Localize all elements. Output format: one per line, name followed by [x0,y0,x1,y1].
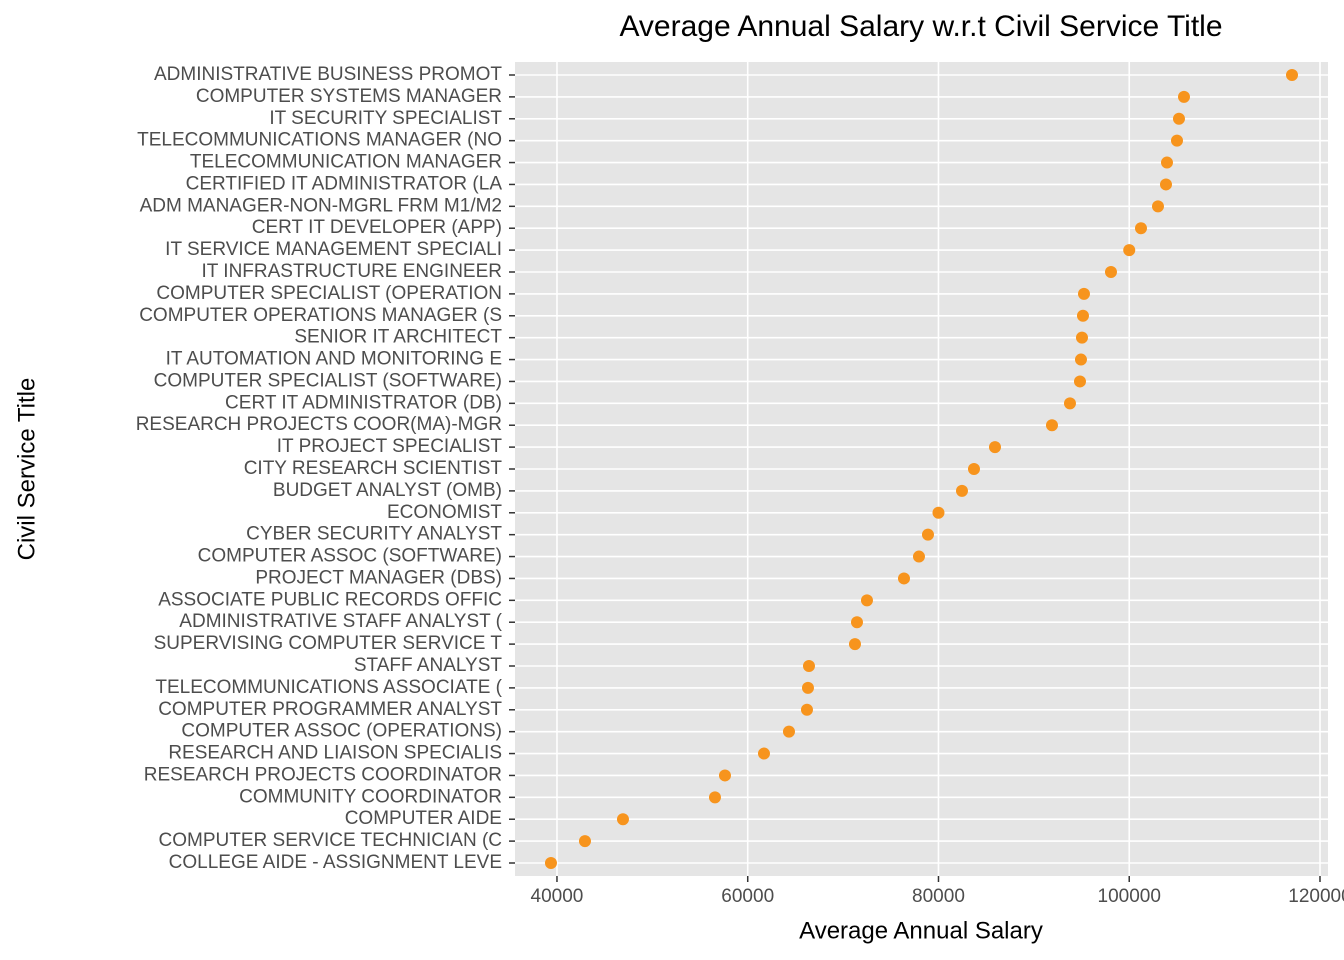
x-axis-title: Average Annual Salary [799,917,1043,944]
y-tick-label: TELECOMMUNICATIONS MANAGER (NO [137,130,502,151]
y-tick-label: PROJECT MANAGER (DBS) [255,567,502,588]
y-tick-label: COMMUNITY COORDINATOR [239,786,502,807]
point [1077,287,1090,300]
y-tick-label: SENIOR IT ARCHITECT [294,327,502,348]
point [578,835,591,848]
point [1074,353,1087,366]
y-tick-label: COMPUTER SYSTEMS MANAGER [196,86,502,107]
point [850,616,863,629]
point [1075,331,1088,344]
y-tick-label: STAFF ANALYST [354,655,503,676]
y-tick-label: ADMINISTRATIVE STAFF ANALYST ( [179,611,502,632]
x-tick-label: 80000 [912,886,965,907]
point [1063,397,1076,410]
point [1134,222,1147,235]
x-tick-label: 60000 [721,886,774,907]
y-tick-label: COMPUTER SERVICE TECHNICIAN (C [159,830,502,851]
y-tick-label: CITY RESEARCH SCIENTIST [244,458,503,479]
point [616,813,629,826]
point [708,791,721,804]
point [802,660,815,672]
point [897,572,910,585]
point [1285,69,1298,81]
point [912,550,925,563]
point [967,463,980,475]
point [1123,244,1136,257]
point [932,506,945,519]
y-tick-label: IT PROJECT SPECIALIST [277,436,503,457]
point [848,638,861,651]
y-tick-label: ECONOMIST [387,502,502,523]
point [1104,266,1117,278]
y-tick-label: TELECOMMUNICATION MANAGER [190,152,502,173]
y-tick-label: ASSOCIATE PUBLIC RECORDS OFFIC [158,589,502,610]
y-tick-label: CERT IT DEVELOPER (APP) [252,217,502,238]
point [955,484,968,497]
point [800,703,813,716]
point [1172,112,1185,125]
y-tick-label: IT SERVICE MANAGEMENT SPECIALI [165,239,502,260]
y-tick-label: ADM MANAGER-NON-MGRL FRM M1/M2 [140,195,502,216]
x-tick-label: 100000 [1098,886,1161,907]
y-tick-label: COMPUTER PROGRAMMER ANALYST [158,699,502,720]
point [1170,134,1183,147]
y-tick-label: COMPUTER SPECIALIST (SOFTWARE) [154,370,502,391]
y-tick-label: IT INFRASTRUCTURE ENGINEER [201,261,502,282]
point [1159,178,1172,191]
y-axis-title: Civil Service Title [13,378,40,561]
y-tick-label: COMPUTER OPERATIONS MANAGER (S [139,305,502,326]
y-tick-label: CERT IT ADMINISTRATOR (DB) [225,392,502,413]
y-tick-label: COLLEGE AIDE - ASSIGNMENT LEVE [169,852,502,873]
point [1177,90,1190,103]
point [1045,419,1058,432]
point [1151,200,1164,213]
point [757,747,770,760]
point [1076,309,1089,322]
chart-title: Average Annual Salary w.r.t Civil Servic… [619,10,1222,43]
point [801,681,814,694]
y-tick-label: RESEARCH PROJECTS COOR(MA)-MGR [136,414,502,435]
point [544,857,557,869]
point [1073,375,1086,388]
y-tick-label: SUPERVISING COMPUTER SERVICE T [154,633,503,654]
point [1160,156,1173,169]
point [782,725,795,738]
y-tick-label: COMPUTER AIDE [345,808,502,829]
y-tick-label: IT AUTOMATION AND MONITORING E [166,349,502,370]
y-tick-label: TELECOMMUNICATIONS ASSOCIATE ( [155,677,502,698]
y-tick-label: COMPUTER SPECIALIST (OPERATION [156,283,502,304]
x-tick-label: 40000 [531,886,584,907]
point [988,441,1001,454]
y-tick-label: COMPUTER ASSOC (SOFTWARE) [198,546,502,567]
y-tick-label: ADMINISTRATIVE BUSINESS PROMOT [154,64,502,85]
y-tick-label: CERTIFIED IT ADMINISTRATOR (LA [186,173,503,194]
y-tick-label: COMPUTER ASSOC (OPERATIONS) [181,721,502,742]
x-tick-label: 120000 [1288,886,1344,907]
y-tick-label: CYBER SECURITY ANALYST [246,524,502,545]
y-tick-label: RESEARCH AND LIAISON SPECIALIS [168,743,502,764]
y-tick-label: BUDGET ANALYST (OMB) [273,480,502,501]
point [860,594,873,607]
point [921,528,934,541]
y-tick-label: IT SECURITY SPECIALIST [269,108,502,129]
y-tick-label: RESEARCH PROJECTS COORDINATOR [144,764,502,785]
point [718,769,731,782]
